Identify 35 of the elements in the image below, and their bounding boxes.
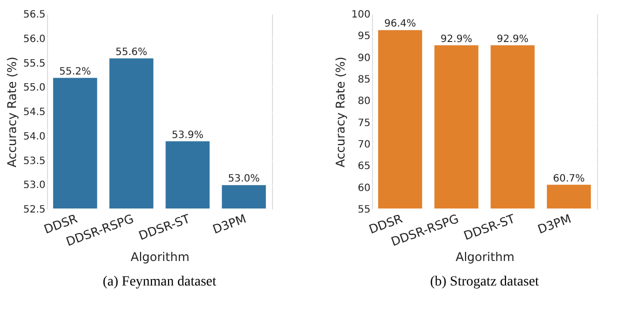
data-label: 92.9% xyxy=(440,34,472,45)
x-axis-title: Algorithm xyxy=(456,250,514,264)
y-tick-label: 54.0 xyxy=(23,131,46,142)
data-label: 60.7% xyxy=(552,173,585,184)
y-tick-label: 90 xyxy=(358,52,370,64)
y-tick-label: 56.0 xyxy=(23,34,46,45)
x-axis-title: Algorithm xyxy=(130,250,190,264)
y-tick-label: 56.5 xyxy=(23,10,46,20)
y-tick-label: 100 xyxy=(351,10,370,20)
y-tick-label: 75 xyxy=(358,118,370,129)
text: (b) Strogatz dataset xyxy=(430,274,540,290)
y-tick-label: 95 xyxy=(358,31,370,42)
y-tick-label: 52.5 xyxy=(23,204,46,216)
y-tick-label: 55.5 xyxy=(23,58,46,70)
y-tick-label: 53.0 xyxy=(23,180,46,192)
data-label: 96.4% xyxy=(384,18,416,30)
y-tick-label: 54.5 xyxy=(23,107,46,118)
y-tick-label: 53.5 xyxy=(23,156,46,167)
y-tick-label: 55 xyxy=(358,204,370,216)
y-axis-title: Accuracy Rate (%) xyxy=(333,56,348,168)
y-tick-label: 85 xyxy=(358,74,370,86)
data-label: 55.6% xyxy=(115,46,148,58)
y-tick-label: 70 xyxy=(358,140,370,150)
data-label: 92.9% xyxy=(496,34,529,45)
x-tick-label: D3PM xyxy=(210,212,248,237)
data-label: 53.0% xyxy=(228,174,260,185)
y-tick-label: 55.0 xyxy=(23,82,46,94)
data-label: 55.2% xyxy=(59,66,92,78)
y-tick-label: 60 xyxy=(358,182,370,194)
text: (a) Feynman dataset xyxy=(102,274,216,290)
y-axis-title: Accuracy Rate (%) xyxy=(5,56,20,168)
y-tick-label: 80 xyxy=(358,96,370,108)
x-tick-label: D3PM xyxy=(536,212,573,237)
y-tick-label: 65 xyxy=(358,161,370,172)
data-label: 53.9% xyxy=(172,130,204,141)
